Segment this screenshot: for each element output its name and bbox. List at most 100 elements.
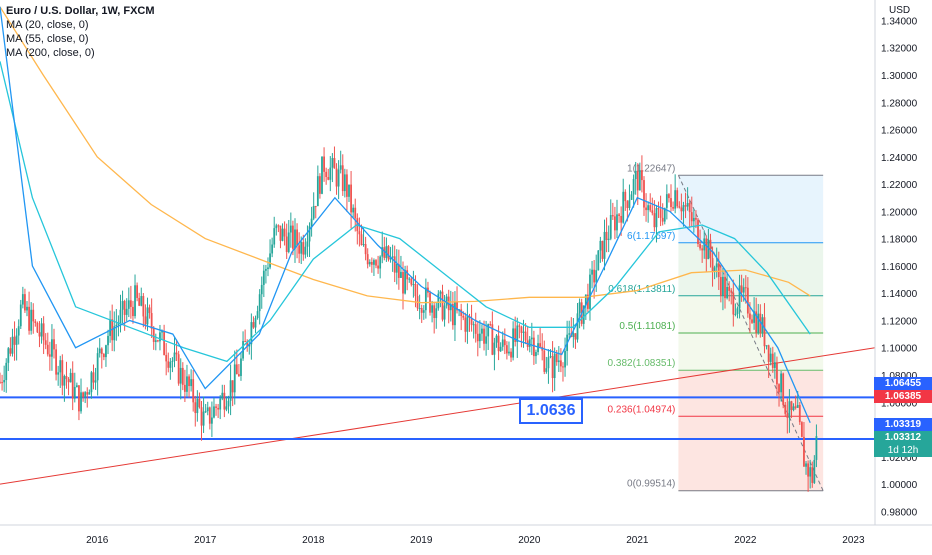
candle-body [626, 201, 629, 208]
candle-body [746, 287, 749, 314]
price-tick-label: 1.22000 [881, 180, 918, 191]
candle-body [657, 208, 660, 210]
candle-body [181, 367, 184, 385]
candle-body [553, 353, 556, 379]
candle-body [811, 467, 814, 483]
candle-body [140, 296, 143, 306]
candle-body [449, 303, 452, 311]
candle-body [42, 323, 45, 341]
candle-body [78, 385, 80, 412]
candle-body [641, 170, 643, 181]
candle-body [630, 194, 633, 200]
candle-body [269, 253, 271, 268]
candle-body [373, 260, 375, 265]
candle-body [495, 335, 498, 343]
candle-body [304, 246, 307, 255]
candle-body [294, 229, 296, 249]
legend-ma55[interactable]: MA (55, close, 0) [6, 33, 89, 45]
candle-body [391, 256, 394, 258]
candle-body [287, 232, 290, 252]
candle-body [152, 328, 155, 342]
candle-body [350, 184, 352, 213]
candle-body [92, 372, 95, 383]
candle-body [620, 215, 623, 223]
candle-body [551, 356, 554, 379]
time-tick-label: 2018 [302, 535, 325, 546]
candle-body [584, 294, 587, 306]
candle-body [11, 336, 14, 354]
price-tick-label: 1.02000 [881, 453, 918, 464]
candle-body [751, 319, 753, 323]
candle-body [377, 265, 379, 269]
price-tick-label: 1.06000 [881, 398, 918, 409]
candle-body [431, 305, 433, 313]
price-tag-3: 1.03319 [874, 418, 932, 431]
candle-body [316, 176, 319, 207]
price-tick-label: 1.30000 [881, 71, 918, 82]
candle-body [296, 229, 298, 246]
candle-body [464, 317, 467, 332]
candle-body [210, 417, 213, 424]
candle-body [410, 278, 413, 285]
candle-body [489, 324, 492, 326]
candle-body [73, 386, 76, 399]
candle-body [289, 225, 292, 233]
candle-body [451, 303, 454, 326]
candle-body [518, 325, 521, 327]
price-tick-label: 1.18000 [881, 235, 918, 246]
time-tick-label: 2016 [86, 535, 109, 546]
candle-body [778, 384, 780, 393]
candle-body [105, 345, 107, 358]
chart-legend: Euro / U.S. Dollar, 1W, FXCM MA (20, clo… [6, 4, 155, 60]
candle-body [341, 165, 344, 192]
candle-body [348, 184, 350, 197]
candle-body [134, 285, 136, 317]
candle-body [713, 267, 716, 272]
candle-body [441, 291, 444, 320]
candle-body [792, 406, 795, 411]
legend-ma20[interactable]: MA (20, close, 0) [6, 19, 89, 31]
price-tick-label: 1.28000 [881, 98, 918, 109]
candle-body [165, 354, 168, 362]
candle-body [7, 348, 10, 363]
candle-body [17, 326, 20, 336]
time-tick-label: 2022 [734, 535, 757, 546]
candle-body [686, 203, 689, 207]
candle-body [395, 263, 398, 273]
candle-body [354, 207, 357, 219]
candle-body [250, 322, 253, 345]
candle-body [505, 345, 508, 354]
candle-body [252, 322, 255, 328]
candle-body [292, 225, 294, 249]
candle-body [543, 350, 546, 372]
candle-body [628, 199, 631, 208]
candle-body [622, 191, 625, 223]
candle-body [607, 238, 610, 240]
candle-body [406, 270, 409, 280]
candle-body [136, 285, 139, 298]
candle-body [100, 348, 103, 355]
candle-body [194, 402, 197, 414]
candle-body [32, 309, 35, 322]
candle-body [109, 319, 112, 336]
candle-body [69, 372, 72, 383]
candle-body [595, 270, 598, 283]
candle-body [279, 225, 282, 241]
candle-body [730, 290, 733, 293]
candle-body [547, 357, 550, 369]
candle-body [327, 177, 330, 180]
candle-body [773, 362, 776, 368]
candle-body [651, 210, 654, 214]
candle-body [582, 305, 585, 324]
candle-body [360, 234, 363, 245]
legend-ma200[interactable]: MA (200, close, 0) [6, 47, 95, 59]
candle-body [233, 364, 236, 393]
candle-body [44, 340, 47, 345]
candle-body [302, 242, 305, 255]
candle-body [472, 324, 475, 326]
candle-body [597, 250, 600, 271]
candle-body [127, 300, 130, 309]
candle-body [308, 226, 311, 242]
